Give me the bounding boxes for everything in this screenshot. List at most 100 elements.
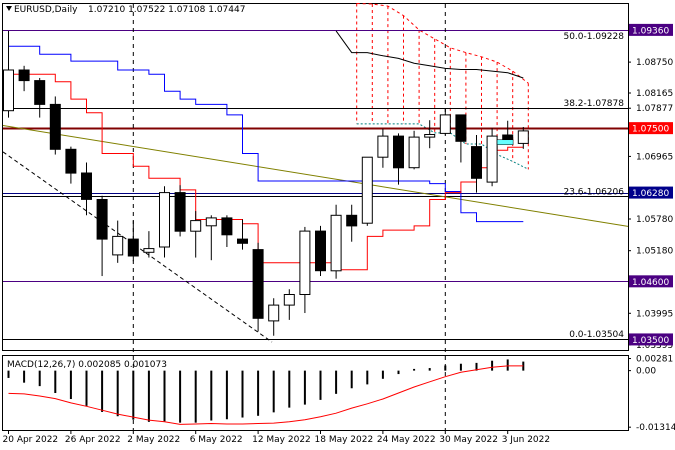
time-axis: 20 Apr 2022 26 Apr 2022 2 May 2022 6 May 20… xyxy=(3,430,550,445)
macd-panel-frame xyxy=(2,355,629,431)
kijun-sen-line xyxy=(8,45,524,223)
candle-body xyxy=(361,156,373,224)
candle-9 xyxy=(143,231,155,258)
price-tag-box xyxy=(629,275,673,288)
candle-body xyxy=(18,69,30,82)
candle-10 xyxy=(159,186,170,258)
candle-body xyxy=(252,249,264,319)
price-tag-box xyxy=(629,186,673,199)
fib-label: 23.6-1.06206 xyxy=(563,187,624,197)
candle-0 xyxy=(3,30,14,118)
candle-29 xyxy=(455,114,467,163)
ohlc-readout: 1.07210 1.07522 1.07108 1.07447 xyxy=(88,5,245,15)
time-tick-label: 12 May 2022 xyxy=(252,435,311,445)
candle-26 xyxy=(408,130,420,170)
dropdown-triangle-icon[interactable] xyxy=(6,6,12,11)
candle-body xyxy=(377,135,389,158)
macd-title: MACD(12,26,7) 0.002085 0.001073 xyxy=(7,360,167,370)
price-tag-label: 1.07500 xyxy=(632,125,669,135)
candlesticks xyxy=(3,30,529,336)
candle-body xyxy=(159,192,170,248)
candle-body xyxy=(81,172,92,200)
candle-body xyxy=(65,148,77,174)
candle-body xyxy=(315,230,326,272)
candle-body xyxy=(408,136,420,169)
candle-5 xyxy=(81,162,92,216)
candle-8 xyxy=(127,220,139,262)
candle-body xyxy=(517,130,529,144)
candle-body xyxy=(190,220,202,232)
chikou-span-line xyxy=(335,30,524,79)
fib-label-50: 50.0-1.09228 xyxy=(563,32,624,42)
candle-body xyxy=(393,135,404,169)
price-tick-label: 1.05180 xyxy=(636,247,673,257)
fib-label: 38.2-1.07878 xyxy=(563,99,624,109)
time-tick-label: 26 Apr 2022 xyxy=(65,435,121,445)
candle-18 xyxy=(283,289,295,320)
price-tick-label: 1.05780 xyxy=(636,215,673,225)
candle-23 xyxy=(361,156,373,226)
candle-body xyxy=(96,199,108,240)
time-tick-label: 2 May 2022 xyxy=(127,435,180,445)
highlight-box xyxy=(496,139,514,146)
trend-line xyxy=(2,125,629,227)
candle-20 xyxy=(315,225,326,277)
candle-body xyxy=(455,114,467,142)
candle-13 xyxy=(205,215,217,261)
candle-3 xyxy=(49,96,61,155)
candle-22 xyxy=(346,204,358,242)
price-tick-label: 1.07877 xyxy=(636,104,673,114)
price-panel-frame xyxy=(2,3,629,351)
price-tag-label: 1.03500 xyxy=(632,336,669,346)
candle-28 xyxy=(439,108,451,135)
time-tick-label: 30 May 2022 xyxy=(439,435,498,445)
symbol-label: EURUSD,Daily xyxy=(14,5,78,15)
candle-27 xyxy=(424,120,436,149)
time-tick-label: 3 Jun 2022 xyxy=(502,435,550,445)
macd-tick-label: 0.00 xyxy=(636,367,656,377)
candle-body xyxy=(424,134,436,138)
candle-body xyxy=(143,248,155,253)
candle-7 xyxy=(112,220,124,263)
candle-body xyxy=(471,146,482,179)
price-tick-label: 1.03995 xyxy=(636,309,673,319)
macd-signal-line xyxy=(8,365,524,425)
candle-body xyxy=(205,217,217,227)
macd-histogram: 0.00281 0.00 -0.013145 xyxy=(7,355,675,433)
candle-14 xyxy=(221,215,233,247)
candle-6 xyxy=(96,195,108,277)
macd-tick-label: -0.013145 xyxy=(636,423,675,433)
candle-body xyxy=(34,80,46,105)
candle-12 xyxy=(190,211,202,258)
candle-16 xyxy=(252,242,264,332)
candle-body xyxy=(3,69,14,112)
price-tag-box xyxy=(629,333,673,346)
candle-1 xyxy=(18,65,30,92)
time-tick-label: 18 May 2022 xyxy=(315,435,374,445)
candle-15 xyxy=(237,219,248,250)
candle-33 xyxy=(517,126,529,149)
candle-21 xyxy=(330,204,342,279)
candle-body xyxy=(299,230,311,296)
macd-tick-label: 0.00281 xyxy=(636,355,673,365)
candle-2 xyxy=(34,77,46,118)
candle-body xyxy=(174,192,186,232)
price-tag-label: 1.09360 xyxy=(632,26,669,36)
price-tick-label: 1.08165 xyxy=(636,89,673,99)
candle-body xyxy=(221,217,233,236)
horizontal-levels xyxy=(3,30,628,340)
candle-11 xyxy=(174,185,186,237)
time-tick-label: 24 May 2022 xyxy=(377,435,436,445)
candle-body xyxy=(283,294,295,306)
time-tick-label: 6 May 2022 xyxy=(190,435,243,445)
candle-body xyxy=(49,103,61,150)
cloud-upper-span xyxy=(356,3,529,84)
fib-label: 0.0-1.03504 xyxy=(569,330,624,340)
candle-19 xyxy=(299,226,311,314)
price-tag-box xyxy=(629,122,673,135)
price-tag-box xyxy=(629,23,673,36)
chart-header: EURUSD,Daily 1.07210 1.07522 1.07108 1.0… xyxy=(6,5,245,15)
price-axis: 1.08750 1.08165 1.07877 1.06965 1.06280 1.057… xyxy=(628,23,673,351)
candle-body xyxy=(346,214,358,227)
candle-24 xyxy=(377,128,389,168)
